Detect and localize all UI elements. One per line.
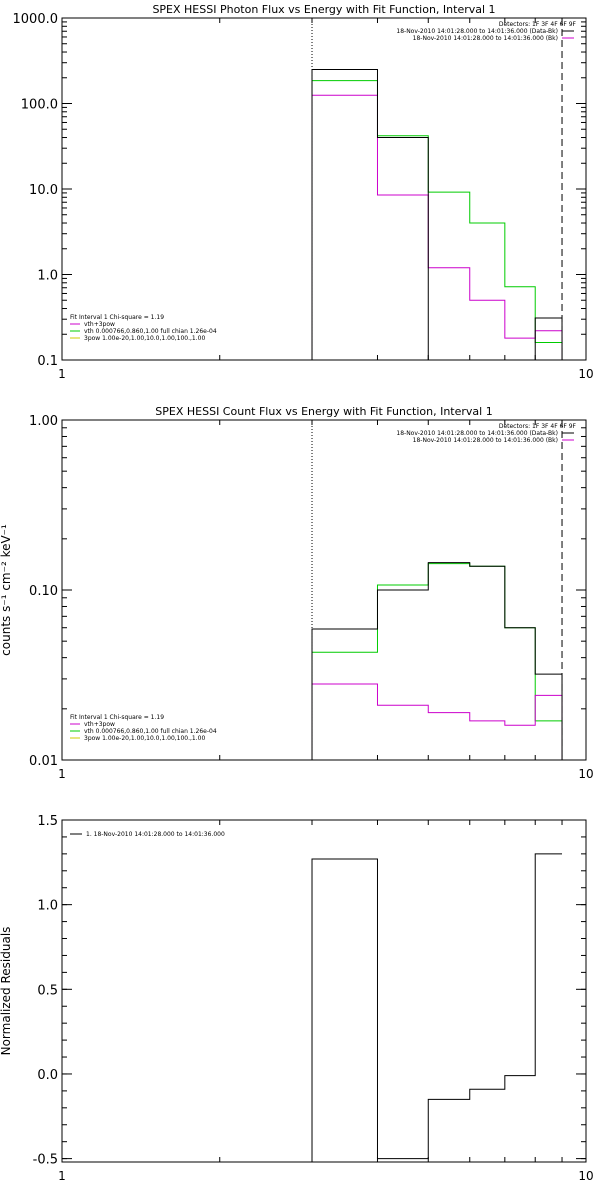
legend-entry: Fit Interval 1 Chi-square = 1.19 (70, 714, 164, 721)
legend-entry: Fit Interval 1 Chi-square = 1.19 (70, 314, 164, 321)
y-tick-label: 1.00 (29, 414, 58, 429)
chart-title: SPEX HESSI Photon Flux vs Energy with Fi… (152, 3, 495, 16)
panel-count: SPEX HESSI Count Flux vs Energy with Fit… (0, 405, 594, 781)
legend-entry: vth 0.000766,0.860,1.00 full chian 1.26e… (84, 328, 217, 335)
y-tick-label: 0.0 (37, 1068, 58, 1083)
y-tick-label: 0.10 (29, 584, 58, 599)
chart-title: SPEX HESSI Count Flux vs Energy with Fit… (155, 405, 492, 418)
legend-entry: 18-Nov-2010 14:01:28.000 to 14:01:36.000… (413, 437, 558, 444)
legend-entry: 3pow 1.00e-20,1.00,10.0,1.00,100.,1.00 (84, 335, 205, 342)
legend-entry: 18-Nov-2010 14:01:28.000 to 14:01:36.000… (413, 35, 558, 42)
x-tick-label: 10 (578, 1169, 593, 1183)
y-tick-label: 1.0 (37, 899, 58, 914)
legend-entry: 18-Nov-2010 14:01:28.000 to 14:01:36.000… (396, 28, 558, 35)
x-tick-label: 1 (58, 767, 66, 781)
x-tick-label: 10 (578, 767, 593, 781)
x-tick-label: 1 (58, 1169, 66, 1183)
series-line-1 (311, 683, 563, 760)
legend-entry: 3pow 1.00e-20,1.00,10.0,1.00,100.,1.00 (84, 735, 205, 742)
y-tick-label: 1000.0 (13, 12, 59, 27)
series-line-0 (311, 68, 563, 361)
y-tick-label: 10.0 (29, 183, 58, 198)
legend-entry: Detectors: 1F 3F 4F 6F 9F (499, 423, 577, 430)
legend-entry: vth+3pow (84, 721, 115, 728)
legend-entry: Detectors: 1F 3F 4F 6F 9F (499, 21, 577, 28)
y-tick-label: 0.1 (37, 354, 58, 369)
legend-entry: 18-Nov-2010 14:01:28.000 to 14:01:36.000… (396, 430, 558, 437)
panel-resid: Normalized Residuals 1 10 -0.5 0.0 0.5 1.0 1.5 1… (0, 814, 594, 1183)
series-line-0 (311, 562, 563, 760)
y-tick-label: 0.5 (37, 983, 58, 998)
y-tick-label: -0.5 (33, 1153, 58, 1168)
series-line-0 (311, 853, 563, 1162)
legend-entry: 1. 18-Nov-2010 14:01:28.000 to 14:01:36.… (86, 831, 225, 838)
y-tick-label: 1.0 (37, 269, 58, 284)
legend-entry: vth+3pow (84, 321, 115, 328)
panel-photon: SPEX HESSI Photon Flux vs Energy with Fi… (13, 3, 594, 381)
panels: SPEX HESSI Photon Flux vs Energy with Fi… (0, 3, 594, 1183)
x-tick-label: 1 (58, 367, 66, 381)
y-axis-label: counts s⁻¹ cm⁻² keV⁻¹ (0, 524, 13, 656)
y-tick-label: 1.5 (37, 814, 58, 829)
y-axis-label: Normalized Residuals (0, 927, 13, 1056)
plot-frame (61, 819, 587, 1163)
y-tick-label: 100.0 (21, 98, 58, 113)
y-tick-label: 0.01 (29, 754, 58, 769)
legend-entry: vth 0.000766,0.860,1.00 full chian 1.26e… (84, 728, 217, 735)
x-tick-label: 10 (578, 367, 593, 381)
